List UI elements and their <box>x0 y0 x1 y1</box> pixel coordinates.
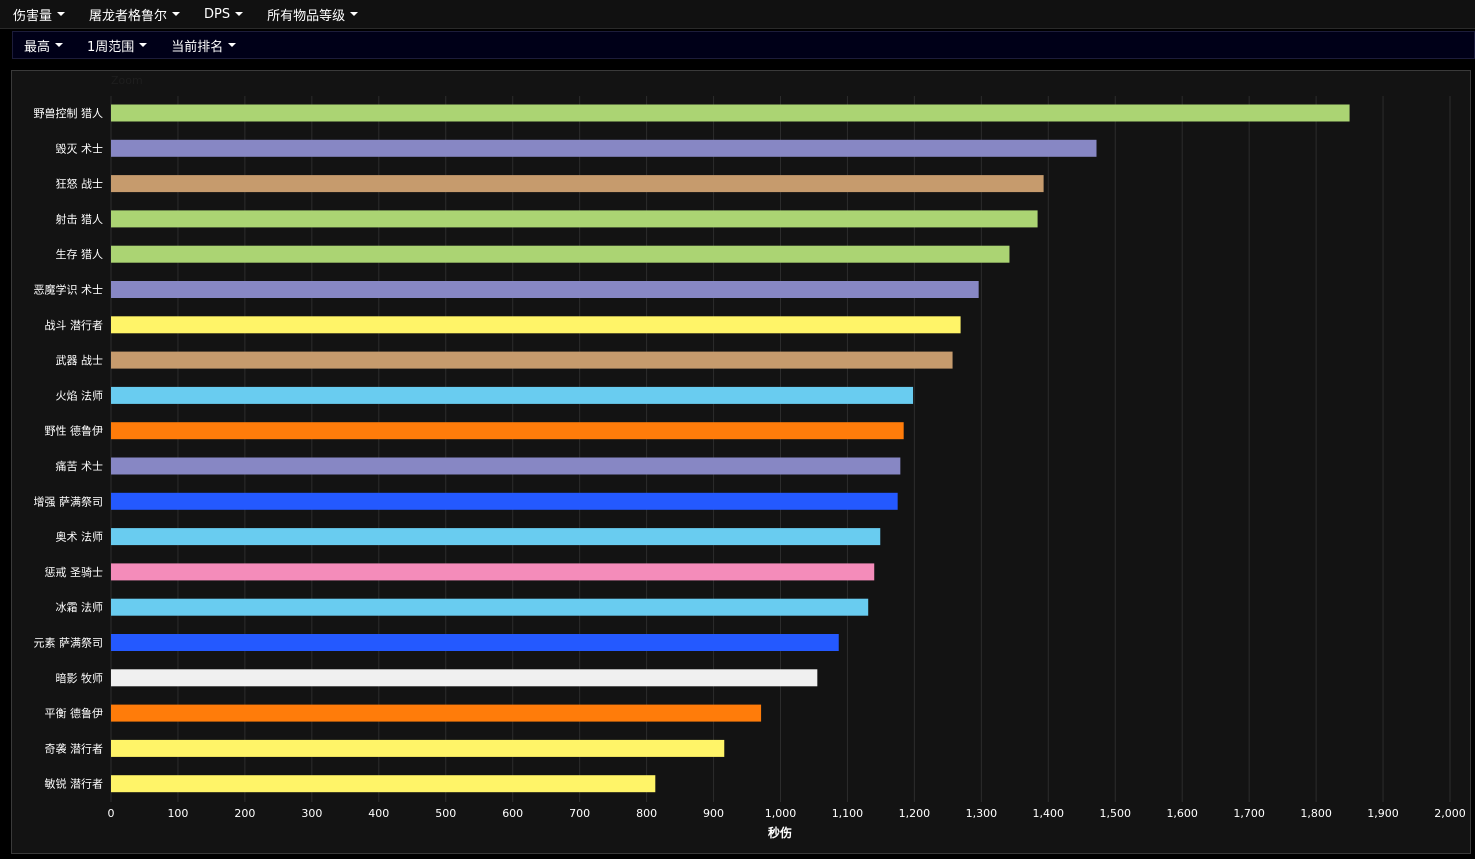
caret-down-icon <box>350 12 359 16</box>
range-dropdown[interactable]: 1周范围 <box>87 36 148 55</box>
bar[interactable] <box>111 245 1010 263</box>
x-tick-label: 1,800 <box>1300 807 1332 820</box>
x-tick-label: 1,200 <box>899 807 931 820</box>
category-label: 狂怒 战士 <box>56 177 104 191</box>
bar[interactable] <box>111 422 904 440</box>
stat-label: 最高 <box>24 39 51 55</box>
ranking-dropdown[interactable]: 当前排名 <box>171 36 237 55</box>
bar[interactable] <box>111 634 839 651</box>
category-label: 敏锐 潜行者 <box>45 777 104 791</box>
x-tick-label: 1,600 <box>1166 807 1198 820</box>
x-tick-label: 1,300 <box>966 807 998 820</box>
x-tick-label: 1,000 <box>765 807 797 820</box>
category-label: 火焰 法师 <box>56 388 104 402</box>
category-label: 毁灭 术士 <box>56 141 104 155</box>
x-tick-label: 200 <box>234 807 255 820</box>
zoom-label[interactable]: Zoom <box>111 74 143 87</box>
bar[interactable] <box>111 669 818 687</box>
boss-dropdown[interactable]: 屠龙者格鲁尔 <box>89 5 181 24</box>
x-tick-label: 900 <box>703 807 724 820</box>
x-tick-label: 300 <box>301 807 322 820</box>
top-filter-bar: 伤害量 屠龙者格鲁尔 DPS 所有物品等级 <box>0 0 1475 29</box>
x-tick-label: 1,500 <box>1100 807 1132 820</box>
category-label: 痛苦 术士 <box>56 459 104 473</box>
metric-dropdown[interactable]: 伤害量 <box>13 5 66 24</box>
ranking-label: 当前排名 <box>171 39 224 55</box>
x-tick-label: 600 <box>502 807 523 820</box>
x-tick-label: 100 <box>167 807 188 820</box>
caret-down-icon <box>172 12 181 16</box>
bar[interactable] <box>111 104 1350 122</box>
boss-label: 屠龙者格鲁尔 <box>89 8 168 24</box>
range-label: 1周范围 <box>87 39 135 55</box>
category-label: 战斗 潜行者 <box>45 318 104 332</box>
item-level-dropdown[interactable]: 所有物品等级 <box>267 5 359 24</box>
metric-label: 伤害量 <box>13 8 53 24</box>
grid-lines <box>110 96 1451 802</box>
bar[interactable] <box>111 598 869 616</box>
sub-filter-bar: 最高 1周范围 当前排名 <box>12 31 1475 59</box>
mode-dropdown[interactable]: DPS <box>204 6 244 22</box>
bar[interactable] <box>111 281 979 298</box>
x-tick-label: 1,100 <box>832 807 864 820</box>
item-level-label: 所有物品等级 <box>267 8 346 24</box>
bar[interactable] <box>111 210 1038 228</box>
x-tick-label: 1,400 <box>1033 807 1065 820</box>
category-label: 惩戒 圣骑士 <box>45 566 104 579</box>
bar[interactable] <box>111 739 725 757</box>
x-tick-label: 2,000 <box>1434 807 1466 820</box>
category-label: 增强 萨满祭司 <box>34 494 104 508</box>
category-label: 野性 德鲁伊 <box>45 424 104 438</box>
bar[interactable] <box>111 704 762 722</box>
category-label: 奇袭 潜行者 <box>45 741 104 755</box>
x-tick-label: 800 <box>636 807 657 820</box>
bars <box>111 104 1350 793</box>
category-label: 冰霜 法师 <box>56 600 104 614</box>
bar[interactable] <box>111 175 1044 193</box>
bar[interactable] <box>111 563 875 581</box>
bar[interactable] <box>111 528 881 546</box>
x-tick-label: 700 <box>569 807 590 820</box>
bar[interactable] <box>111 492 898 510</box>
category-label: 平衡 德鲁伊 <box>45 706 104 720</box>
category-label: 奥术 法师 <box>56 530 104 544</box>
category-label: 元素 萨满祭司 <box>34 637 104 650</box>
category-label: 生存 猎人 <box>56 247 104 261</box>
bar[interactable] <box>111 775 656 793</box>
caret-down-icon <box>228 43 237 47</box>
bar[interactable] <box>111 457 901 475</box>
caret-down-icon <box>139 43 148 47</box>
bar[interactable] <box>111 316 961 334</box>
x-axis-ticks: 0 100 200 300 400 500 600 700 800 900 1,000 1,100 1,… <box>108 807 1466 820</box>
caret-down-icon <box>235 12 244 16</box>
x-tick-label: 1,700 <box>1233 807 1265 820</box>
category-label: 射击 猎人 <box>56 212 104 226</box>
category-label: 武器 战士 <box>56 354 104 367</box>
bar[interactable] <box>111 386 914 404</box>
x-tick-label: 0 <box>108 807 115 820</box>
x-tick-label: 1,900 <box>1367 807 1399 820</box>
category-label: 野兽控制 猎人 <box>34 106 104 120</box>
category-label: 恶魔学识 术士 <box>34 283 104 297</box>
caret-down-icon <box>55 43 64 47</box>
stat-dropdown[interactable]: 最高 <box>24 36 64 55</box>
x-axis-title: 秒伤 <box>768 825 792 840</box>
caret-down-icon <box>57 12 66 16</box>
x-tick-label: 400 <box>368 807 389 820</box>
bar[interactable] <box>111 139 1097 157</box>
bar[interactable] <box>111 351 953 369</box>
category-label: 暗影 牧师 <box>56 671 104 685</box>
mode-label: DPS <box>204 6 231 22</box>
x-tick-label: 500 <box>435 807 456 820</box>
